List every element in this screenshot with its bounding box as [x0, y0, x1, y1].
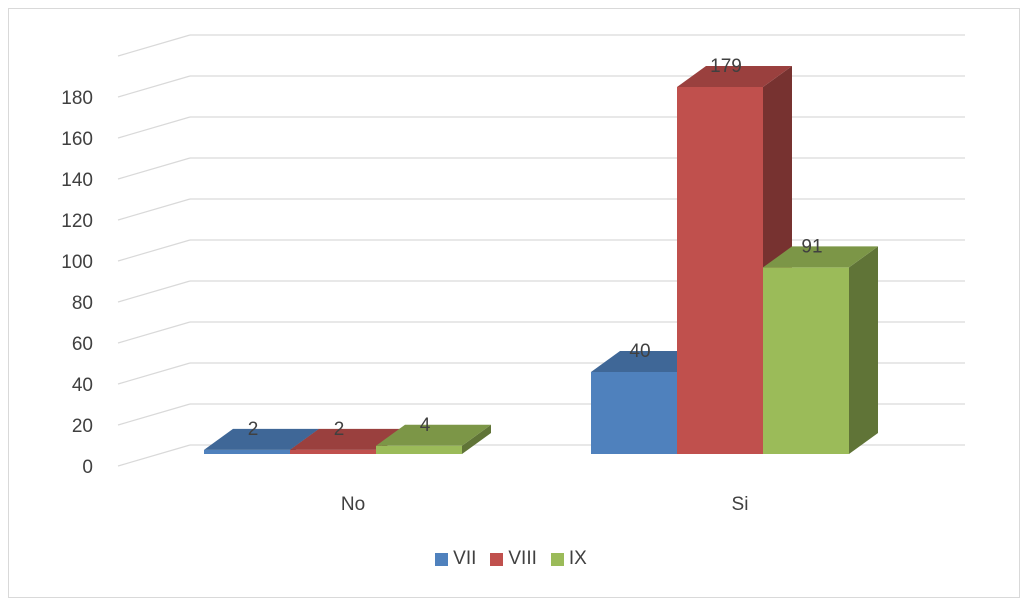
bar — [290, 449, 376, 454]
data-label: 179 — [710, 56, 742, 77]
data-label: 2 — [334, 419, 345, 440]
legend-label-ix: IX — [568, 548, 587, 569]
legend-label-viii: VIII — [508, 548, 537, 569]
bar — [763, 267, 849, 454]
legend: VII VIII IX — [0, 546, 1022, 572]
y-tick-label: 60 — [72, 334, 93, 355]
data-labels: 2 2 4 40 179 91 — [248, 56, 823, 440]
bar — [677, 87, 763, 454]
y-tick-label: 140 — [61, 170, 93, 191]
category-label: Si — [732, 494, 749, 515]
y-tick-label: 180 — [61, 88, 93, 109]
bar — [376, 445, 462, 454]
gridline-diagonal — [117, 239, 191, 262]
bar-side — [462, 424, 491, 454]
gridline-diagonal — [117, 198, 191, 221]
legend-swatch-viii — [490, 552, 504, 566]
y-axis-ticks: 0 20 40 60 80 100 120 140 160 180 — [61, 88, 93, 478]
y-tick-label: 20 — [72, 416, 93, 437]
legend-item-vii: VII — [435, 548, 476, 570]
data-label: 40 — [629, 341, 650, 362]
bar-top — [763, 246, 878, 268]
legend-swatch-ix — [550, 552, 564, 566]
y-tick-label: 0 — [82, 457, 93, 478]
gridline-diagonal — [117, 75, 191, 98]
gridline-diagonal — [117, 321, 191, 344]
data-label: 91 — [801, 236, 822, 257]
y-tick-label: 120 — [61, 211, 93, 232]
bar — [204, 449, 290, 454]
legend-item-ix: IX — [550, 548, 587, 570]
legend-label-vii: VII — [453, 548, 477, 569]
x-axis-categories: No Si — [341, 494, 749, 515]
gridline-diagonal — [117, 362, 191, 385]
bar-side — [849, 246, 878, 454]
gridline-diagonal — [117, 34, 191, 57]
y-tick-label: 80 — [72, 293, 93, 314]
legend-swatch-vii — [435, 552, 449, 566]
gridline-diagonal — [117, 280, 191, 303]
bars — [204, 66, 878, 454]
bar-top — [376, 424, 491, 446]
gridline-diagonal — [117, 116, 191, 139]
bar — [591, 371, 677, 454]
bar-top — [677, 66, 792, 87]
legend-item-viii: VIII — [490, 548, 537, 570]
y-tick-label: 100 — [61, 252, 93, 273]
data-label: 4 — [420, 415, 431, 436]
y-tick-label: 160 — [61, 129, 93, 150]
gridline-diagonal — [117, 444, 191, 467]
gridline-diagonal — [117, 403, 191, 426]
gridline-diagonal — [117, 157, 191, 180]
bar-top — [290, 428, 405, 450]
category-label: No — [341, 494, 365, 515]
data-label: 2 — [248, 419, 259, 440]
bar-top — [204, 428, 319, 450]
y-tick-label: 40 — [72, 375, 93, 396]
